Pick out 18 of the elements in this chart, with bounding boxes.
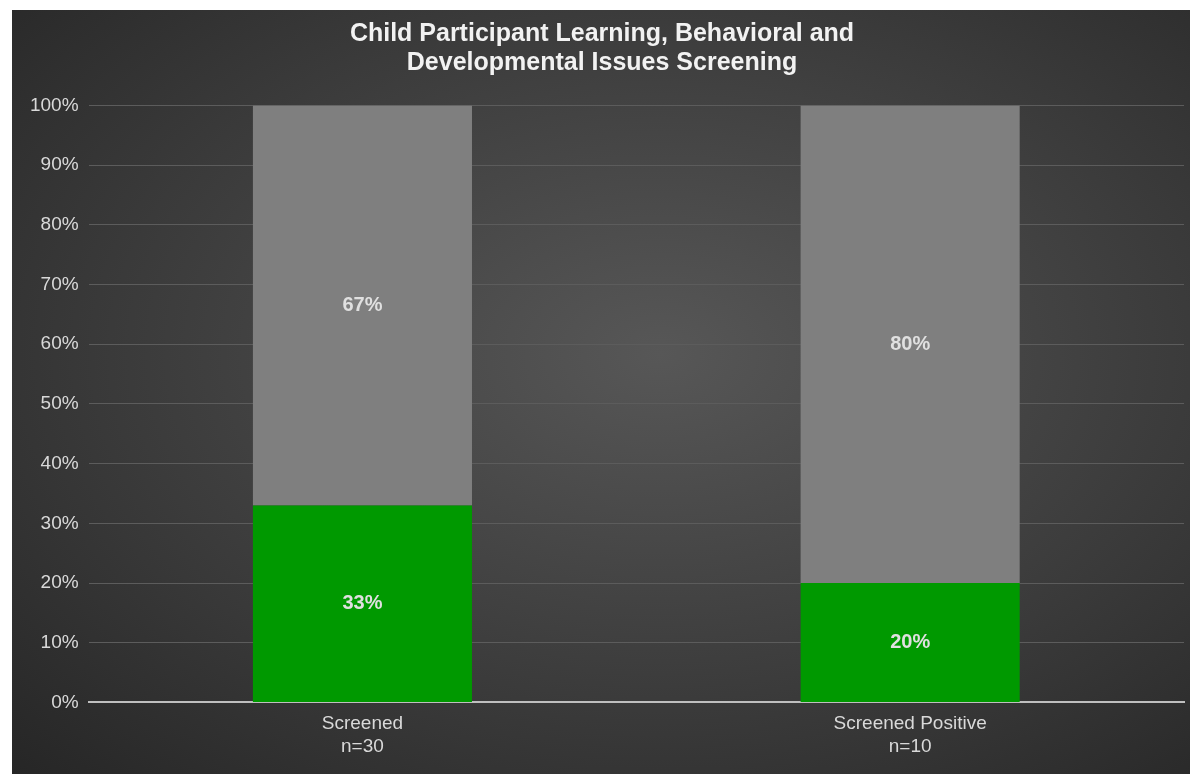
chart-title: Child Participant Learning, Behavioral and Developmental Issues Screening (349, 18, 855, 76)
data-label: 33% (342, 591, 383, 614)
data-label: 80% (890, 331, 931, 354)
y-tick-label: 0% (51, 690, 79, 712)
data-label: 67% (342, 292, 383, 315)
y-tick-label: 80% (40, 213, 79, 235)
y-tick-label: 20% (40, 571, 79, 593)
y-tick-label: 90% (40, 153, 79, 175)
data-label: 20% (890, 629, 931, 652)
x-tick-label: Screened Positive n=10 (833, 712, 987, 756)
y-tick-label: 30% (40, 511, 79, 533)
x-tick-label: Screened n=30 (321, 712, 404, 756)
y-tick-label: 40% (40, 451, 79, 473)
y-tick-label: 70% (40, 272, 79, 294)
y-tick-label: 100% (29, 93, 79, 115)
y-tick-label: 50% (40, 392, 79, 414)
y-tick-label: 10% (40, 630, 79, 652)
y-tick-label: 60% (40, 332, 79, 354)
